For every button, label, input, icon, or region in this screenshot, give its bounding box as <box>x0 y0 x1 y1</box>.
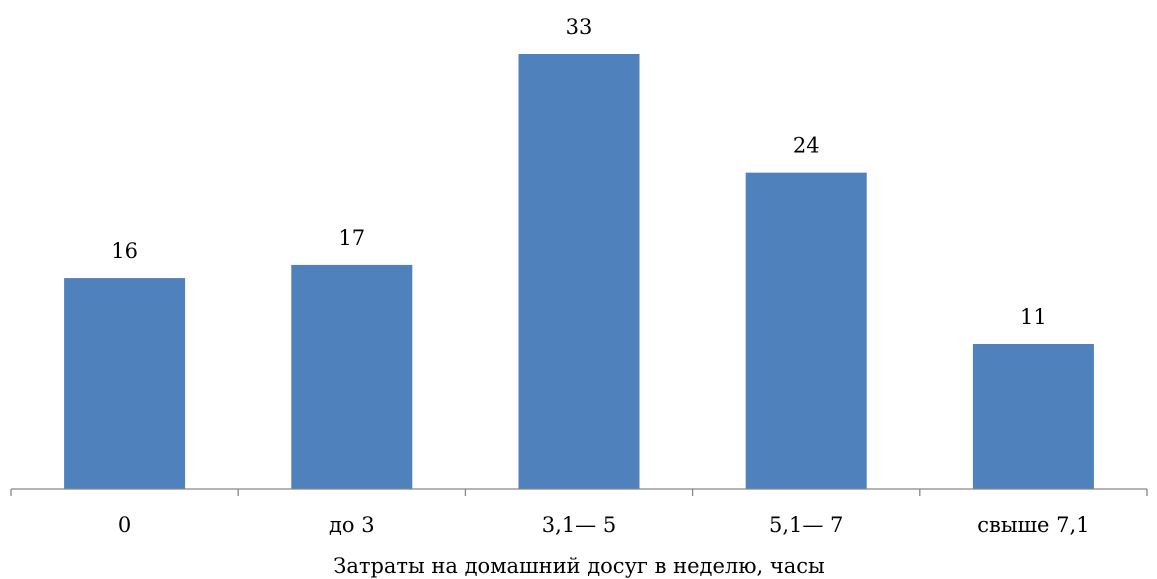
x-axis-tick-labels-group: 0 до 3 3,1— 5 5,1— 7 свыше 7,1 <box>118 513 1090 537</box>
data-label-2: 33 <box>566 15 593 39</box>
bar-4 <box>972 344 1094 489</box>
data-label-0: 16 <box>111 239 138 263</box>
x-tick-label-2: 3,1— 5 <box>542 513 616 537</box>
bar-3 <box>745 172 867 489</box>
x-tick-label-3: 5,1— 7 <box>769 513 843 537</box>
x-tick-label-4: свыше 7,1 <box>977 513 1089 537</box>
x-tick-label-0: 0 <box>118 513 131 537</box>
data-label-4: 11 <box>1020 305 1047 329</box>
bar-1 <box>291 264 413 489</box>
x-axis-title: Затраты на домашний досуг в неделю, часы <box>333 554 825 578</box>
data-label-3: 24 <box>793 134 820 158</box>
x-tick-label-1: до 3 <box>329 513 375 537</box>
x-axis-ticks-group <box>10 489 1148 496</box>
data-labels-group: 16 17 33 24 11 <box>111 15 1047 329</box>
bar-2 <box>518 54 640 489</box>
data-label-1: 17 <box>338 226 365 250</box>
bar-0 <box>64 278 186 489</box>
bars-group <box>64 54 1094 489</box>
